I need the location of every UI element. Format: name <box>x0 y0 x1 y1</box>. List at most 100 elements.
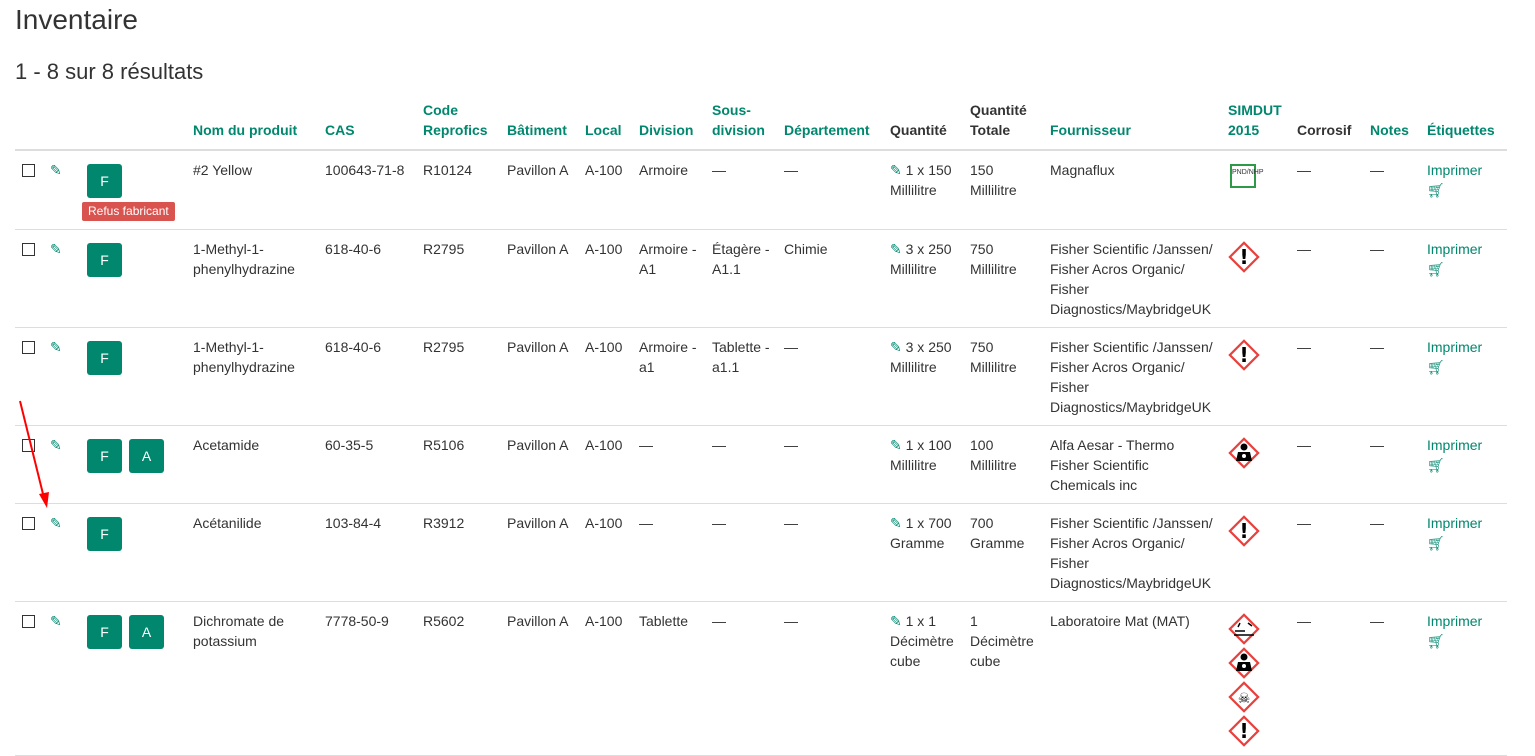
sheet-button-f[interactable]: F <box>87 439 122 473</box>
edit-quantity-pencil-icon[interactable]: ✎ <box>890 241 902 257</box>
sheet-button-f[interactable]: F <box>87 243 122 277</box>
sheet-button-f[interactable]: F <box>87 517 122 551</box>
cell-name: Dichromate de potassium <box>186 601 318 756</box>
sheet-button-a[interactable]: A <box>129 615 164 649</box>
cell-sous: — <box>705 503 777 602</box>
sheet-button-f[interactable]: F <box>87 615 122 649</box>
print-label-link[interactable]: Imprimer 🛒︎ <box>1427 339 1482 375</box>
cell-division: Armoire - A1 <box>632 229 705 328</box>
cell-corrosif: — <box>1290 327 1363 426</box>
edit-quantity-pencil-icon[interactable]: ✎ <box>890 613 902 629</box>
column-header[interactable]: Nom du produit <box>186 100 318 151</box>
print-label-text[interactable]: Imprimer <box>1427 515 1483 531</box>
cart-icon: 🛒︎ <box>1427 359 1445 375</box>
column-header[interactable]: Sous-division <box>705 100 777 151</box>
print-label-link[interactable]: Imprimer 🛒︎ <box>1427 162 1482 198</box>
print-label-text[interactable]: Imprimer <box>1427 437 1483 453</box>
edit-quantity-pencil-icon[interactable]: ✎ <box>890 339 902 355</box>
health-hazard-pictogram-icon <box>1228 437 1260 469</box>
print-label-text[interactable]: Imprimer <box>1427 613 1483 629</box>
nhp-label-icon: PND/NHP <box>1230 164 1264 188</box>
results-count: 1 - 8 sur 8 résultats <box>15 59 204 84</box>
sheet-button-f[interactable]: F <box>87 341 122 375</box>
row-checkbox[interactable] <box>22 615 35 628</box>
cell-cas: 618-40-6 <box>318 327 416 426</box>
cell-fournisseur: Magnaflux <box>1043 150 1221 230</box>
cell-corrosif: — <box>1290 503 1363 602</box>
cell-sous: Tablette - a1.1 <box>705 327 777 426</box>
cell-notes: — <box>1363 229 1420 328</box>
row-checkbox[interactable] <box>22 517 35 530</box>
cell-total: 750 Millilitre <box>963 229 1043 328</box>
inventory-table: Nom du produit CAS Code Reprofics Bâtiment L… <box>15 100 1507 756</box>
column-header[interactable]: CAS <box>318 100 416 151</box>
edit-quantity-pencil-icon[interactable]: ✎ <box>890 437 902 453</box>
cell-cas: 618-40-6 <box>318 229 416 328</box>
column-header[interactable]: Code Reprofics <box>416 100 500 151</box>
cell-local: A-100 <box>578 229 632 328</box>
column-header[interactable]: Étiquettes <box>1420 100 1507 151</box>
cell-division: — <box>632 425 705 504</box>
cell-fournisseur: Laboratoire Mat (MAT) <box>1043 601 1221 756</box>
refus-badge: Refus fabricant <box>82 202 175 221</box>
cell-qty: 1 x 700 Gramme <box>890 515 952 551</box>
cell-division: Tablette <box>632 601 705 756</box>
cell-qty: 3 x 250 Millilitre <box>890 339 952 375</box>
cell-name: 1-Methyl-1-phenylhydrazine <box>186 327 318 426</box>
cell-corrosif: — <box>1290 425 1363 504</box>
cell-fournisseur: Fisher Scientific /Janssen/ Fisher Acros… <box>1043 503 1221 602</box>
cell-division: Armoire - a1 <box>632 327 705 426</box>
edit-quantity-pencil-icon[interactable]: ✎ <box>890 515 902 531</box>
print-label-text[interactable]: Imprimer <box>1427 339 1483 355</box>
cell-notes: — <box>1363 150 1420 230</box>
cell-code: R2795 <box>416 327 500 426</box>
edit-quantity-pencil-icon[interactable]: ✎ <box>890 162 902 178</box>
column-header[interactable]: Bâtiment <box>500 100 578 151</box>
column-header[interactable]: Notes <box>1363 100 1420 151</box>
cell-local: A-100 <box>578 327 632 426</box>
svg-text:!: ! <box>1239 245 1248 269</box>
cell-fournisseur: Fisher Scientific /Janssen/ Fisher Acros… <box>1043 327 1221 426</box>
print-label-link[interactable]: Imprimer 🛒︎ <box>1427 241 1482 277</box>
svg-text:!: ! <box>1239 719 1248 743</box>
column-header[interactable]: Département <box>777 100 883 151</box>
edit-pencil-icon[interactable]: ✎ <box>50 437 62 453</box>
cell-dept: Chimie <box>777 229 883 328</box>
cell-local: A-100 <box>578 503 632 602</box>
cell-code: R5602 <box>416 601 500 756</box>
edit-pencil-icon[interactable]: ✎ <box>50 515 62 531</box>
column-header[interactable]: Fournisseur <box>1043 100 1221 151</box>
print-label-link[interactable]: Imprimer 🛒︎ <box>1427 613 1482 649</box>
column-header: Quantité <box>883 100 963 151</box>
sheet-button-a[interactable]: A <box>129 439 164 473</box>
cell-code: R2795 <box>416 229 500 328</box>
cell-sous: — <box>705 150 777 230</box>
svg-text:☠: ☠ <box>1238 691 1251 707</box>
print-label-text[interactable]: Imprimer <box>1427 241 1483 257</box>
row-checkbox[interactable] <box>22 341 35 354</box>
cell-notes: — <box>1363 425 1420 504</box>
row-checkbox[interactable] <box>22 164 35 177</box>
cell-fournisseur: Alfa Aesar - Thermo Fisher Scientific Ch… <box>1043 425 1221 504</box>
cell-cas: 7778-50-9 <box>318 601 416 756</box>
print-label-link[interactable]: Imprimer 🛒︎ <box>1427 515 1482 551</box>
exclamation-pictogram-icon: ! <box>1228 515 1260 547</box>
sheet-button-f[interactable]: F <box>87 164 122 198</box>
table-row: ✎ F Refus fabricant #2 Yellow 100643-71-8 R10… <box>15 150 1507 230</box>
column-header[interactable]: Local <box>578 100 632 151</box>
cell-qty: 3 x 250 Millilitre <box>890 241 952 277</box>
row-checkbox[interactable] <box>22 243 35 256</box>
edit-pencil-icon[interactable]: ✎ <box>50 162 62 178</box>
cell-code: R10124 <box>416 150 500 230</box>
cell-total: 100 Millilitre <box>963 425 1043 504</box>
edit-pencil-icon[interactable]: ✎ <box>50 241 62 257</box>
edit-pencil-icon[interactable]: ✎ <box>50 339 62 355</box>
column-header[interactable]: Division <box>632 100 705 151</box>
print-label-link[interactable]: Imprimer 🛒︎ <box>1427 437 1482 473</box>
print-label-text[interactable]: Imprimer <box>1427 162 1483 178</box>
column-header[interactable]: SIMDUT 2015 <box>1221 100 1290 151</box>
exclamation-pictogram-icon: ! <box>1228 715 1260 747</box>
edit-pencil-icon[interactable]: ✎ <box>50 613 62 629</box>
cell-sous: — <box>705 601 777 756</box>
page-title: Inventaire <box>15 4 138 35</box>
